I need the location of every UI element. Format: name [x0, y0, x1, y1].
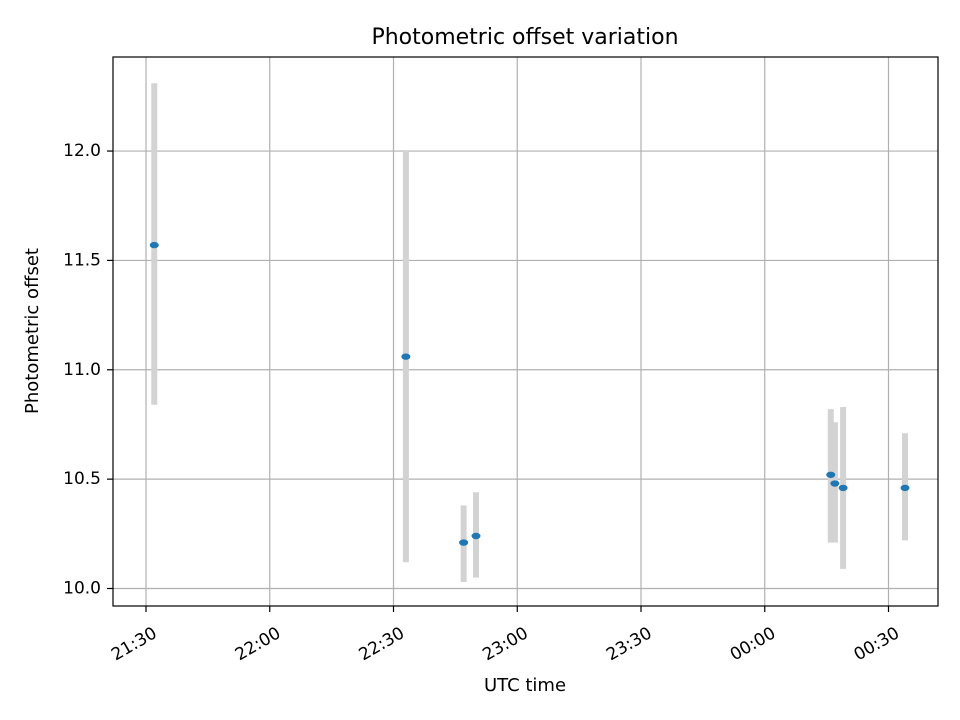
- x-tick-label: 22:30: [356, 623, 408, 665]
- y-tick-label: 11.0: [63, 360, 101, 380]
- y-axis-label: Photometric offset: [22, 248, 43, 414]
- data-point: [830, 480, 840, 487]
- y-tick-label: 10.5: [63, 469, 101, 489]
- y-tick-label: 10.0: [63, 579, 101, 599]
- y-axis-ticks: 10.0 10.5 11.0 11.5 12.0: [63, 141, 113, 599]
- chart-title: Photometric offset variation: [371, 25, 678, 50]
- data-point: [838, 484, 848, 492]
- data-point: [471, 532, 481, 540]
- data-point: [826, 471, 836, 478]
- x-tick-label: 00:30: [851, 623, 903, 665]
- error-bars: [151, 83, 908, 582]
- y-tick-label: 11.5: [63, 250, 101, 270]
- x-tick-label: 21:30: [108, 623, 160, 665]
- x-tick-label: 23:00: [479, 623, 531, 665]
- x-tick-label: 00:00: [727, 623, 779, 665]
- x-axis-ticks: 21:30 22:00 22:30 23:00 23:30 00:00 00:30: [108, 606, 903, 665]
- x-axis-label: UTC time: [484, 675, 566, 696]
- data-point: [459, 539, 469, 546]
- data-point: [401, 353, 411, 360]
- data-point: [149, 241, 159, 249]
- grid-lines: [113, 57, 938, 606]
- x-tick-label: 22:00: [232, 623, 284, 665]
- plot-frame: [112, 56, 939, 607]
- data-points: [149, 241, 910, 546]
- data-point: [900, 484, 910, 492]
- x-tick-label: 23:30: [603, 623, 655, 665]
- y-tick-label: 12.0: [63, 141, 101, 161]
